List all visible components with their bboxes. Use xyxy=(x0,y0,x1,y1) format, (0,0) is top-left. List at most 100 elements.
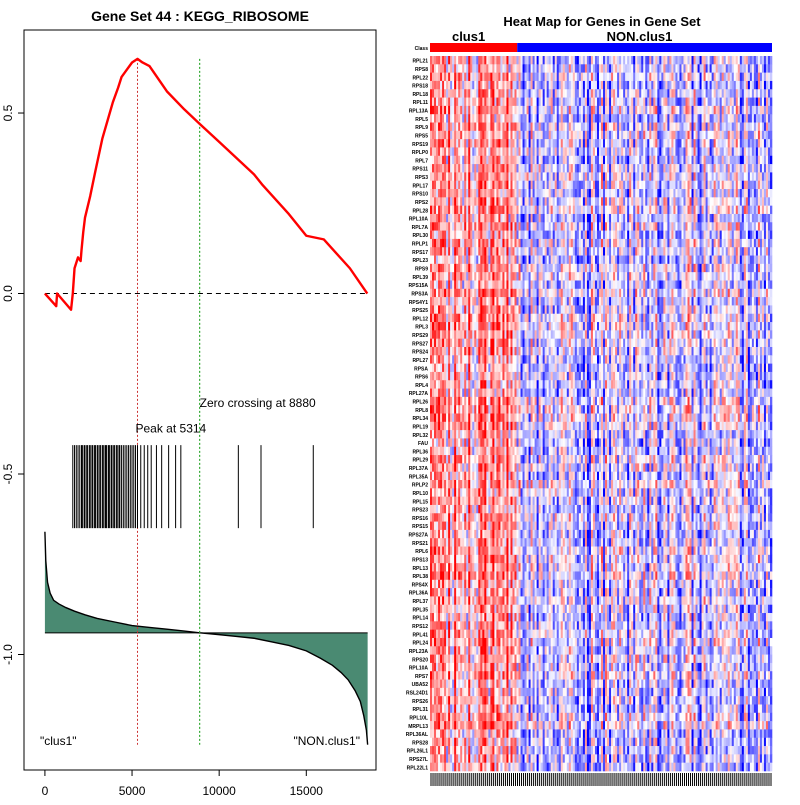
heatmap-cell xyxy=(647,64,649,73)
heatmap-cell xyxy=(506,231,508,240)
heatmap-cell xyxy=(637,98,639,107)
heatmap-cell xyxy=(696,147,698,156)
heatmap-cell xyxy=(702,256,704,265)
heatmap-cell xyxy=(553,64,555,73)
heatmap-cell xyxy=(527,239,529,248)
heatmap-cell xyxy=(535,206,537,215)
heatmap-cell xyxy=(508,81,510,90)
heatmap-cell xyxy=(728,139,730,148)
heatmap-cell xyxy=(541,56,543,65)
heatmap-cell xyxy=(742,64,744,73)
heatmap-cell xyxy=(492,73,494,82)
heatmap-cell xyxy=(521,247,523,256)
heatmap-cell xyxy=(440,197,442,206)
heatmap-cell xyxy=(758,147,760,156)
heatmap-cell xyxy=(504,89,506,98)
heatmap-cell xyxy=(464,272,466,281)
heatmap-cell xyxy=(657,239,659,248)
heatmap-cell xyxy=(617,147,619,156)
heatmap-cell xyxy=(563,247,565,256)
heatmap-cell xyxy=(708,264,710,273)
heatmap-cell xyxy=(541,147,543,156)
heatmap-cell xyxy=(673,106,675,115)
heatmap-row-label: RPL17 xyxy=(412,183,428,189)
heatmap-cell xyxy=(510,239,512,248)
heatmap-cell xyxy=(549,73,551,82)
heatmap-cell xyxy=(529,289,531,298)
heatmap-cell xyxy=(613,106,615,115)
heatmap-cell xyxy=(555,73,557,82)
heatmap-cell xyxy=(732,172,734,181)
heatmap-cell xyxy=(508,156,510,165)
corner-label-left: "clus1" xyxy=(40,734,77,748)
heatmap-cell xyxy=(573,89,575,98)
heatmap-cell xyxy=(623,172,625,181)
heatmap-cell xyxy=(597,98,599,107)
heatmap-cell xyxy=(671,214,673,223)
heatmap-cell xyxy=(587,164,589,173)
heatmap-cell xyxy=(639,139,641,148)
heatmap-cell xyxy=(708,206,710,215)
heatmap-cell xyxy=(708,139,710,148)
heatmap-cell xyxy=(669,147,671,156)
heatmap-cell xyxy=(764,272,766,281)
heatmap-cell xyxy=(704,81,706,90)
heatmap-cell xyxy=(543,81,545,90)
heatmap-cell xyxy=(665,139,667,148)
heatmap-cell xyxy=(510,64,512,73)
heatmap-cell xyxy=(690,81,692,90)
heatmap-cell xyxy=(597,139,599,148)
heatmap-cell xyxy=(504,206,506,215)
heatmap-cell xyxy=(766,189,768,198)
heatmap-cell xyxy=(762,280,764,289)
heatmap-cell xyxy=(537,131,539,140)
heatmap-cell xyxy=(641,247,643,256)
heatmap-cell xyxy=(736,256,738,265)
heatmap-cell xyxy=(474,172,476,181)
heatmap-cell xyxy=(746,73,748,82)
heatmap-cell xyxy=(599,181,601,190)
heatmap-cell xyxy=(633,272,635,281)
heatmap-cell xyxy=(593,131,595,140)
heatmap-cell xyxy=(718,206,720,215)
heatmap-cell xyxy=(510,264,512,273)
heatmap-cell xyxy=(746,181,748,190)
heatmap-cell xyxy=(681,231,683,240)
heatmap-cell xyxy=(508,231,510,240)
heatmap-cell xyxy=(470,156,472,165)
heatmap-cell xyxy=(553,264,555,273)
heatmap-cell xyxy=(754,197,756,206)
heatmap-cell xyxy=(581,256,583,265)
heatmap-cell xyxy=(494,247,496,256)
heatmap-cell xyxy=(742,197,744,206)
heatmap-cell xyxy=(617,197,619,206)
heatmap-cell xyxy=(605,239,607,248)
heatmap-cell xyxy=(490,81,492,90)
heatmap-cell xyxy=(609,73,611,82)
heatmap-cell xyxy=(651,256,653,265)
heatmap-cell xyxy=(589,164,591,173)
heatmap-cell xyxy=(669,56,671,65)
heatmap-cell xyxy=(535,131,537,140)
heatmap-cell xyxy=(766,73,768,82)
heatmap-cell xyxy=(683,206,685,215)
heatmap-cell xyxy=(557,197,559,206)
heatmap-cell xyxy=(444,264,446,273)
heatmap-cell xyxy=(681,147,683,156)
heatmap-cell xyxy=(649,73,651,82)
heatmap-cell xyxy=(583,222,585,231)
heatmap-cell xyxy=(696,197,698,206)
heatmap-cell xyxy=(563,98,565,107)
heatmap-cell xyxy=(766,231,768,240)
heatmap-cell xyxy=(527,164,529,173)
heatmap-cell xyxy=(593,197,595,206)
heatmap-cell xyxy=(555,81,557,90)
heatmap-cell xyxy=(671,114,673,123)
heatmap-cell xyxy=(527,272,529,281)
heatmap-cell xyxy=(607,272,609,281)
heatmap-cell xyxy=(472,256,474,265)
heatmap-cell xyxy=(746,239,748,248)
heatmap-cell xyxy=(508,64,510,73)
heatmap-cell xyxy=(517,89,519,98)
heatmap-cell xyxy=(643,123,645,132)
